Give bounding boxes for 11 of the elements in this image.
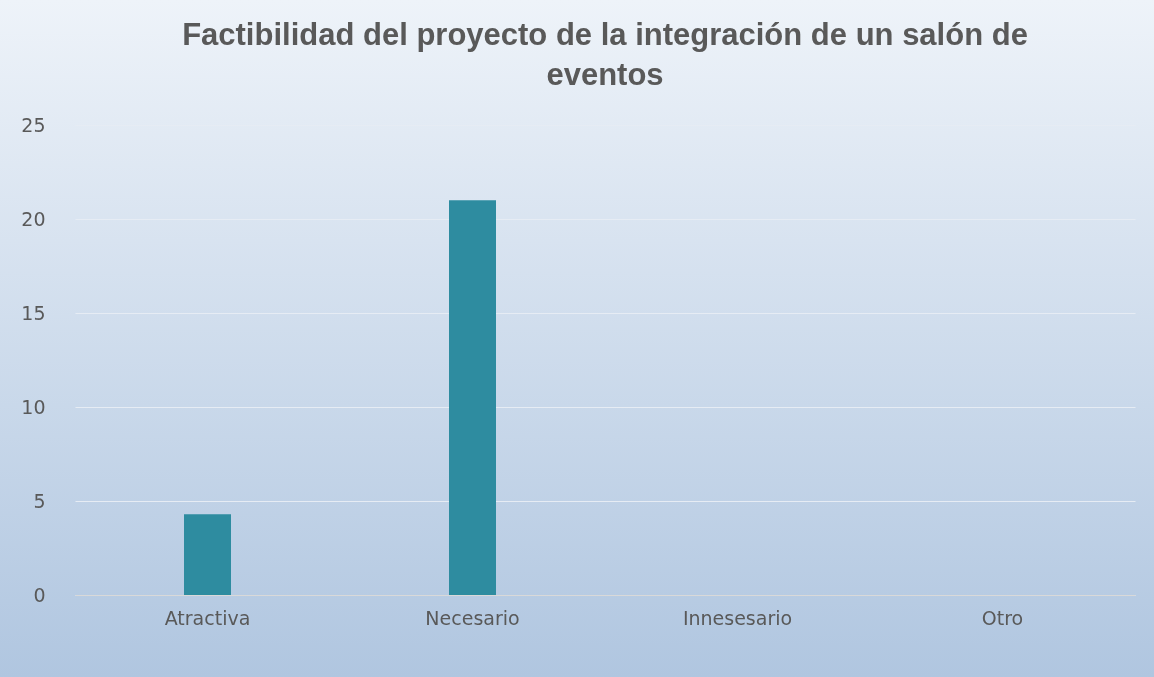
y-tick-label: 25 bbox=[21, 113, 46, 136]
y-tick-label: 20 bbox=[21, 207, 46, 230]
x-tick-label: Innesesario bbox=[682, 606, 793, 629]
y-tick-label: 0 bbox=[33, 583, 46, 606]
x-tick-label: Necesario bbox=[425, 606, 520, 629]
y-tick-label: 10 bbox=[21, 395, 46, 418]
chart-title: Factibilidad del proyecto de la integración de un salón de eventos bbox=[182, 17, 1028, 92]
y-tick-label: 5 bbox=[33, 489, 46, 512]
x-tick-label: Otro bbox=[981, 606, 1024, 629]
y-tick-label: 15 bbox=[21, 301, 46, 324]
x-tick-label: Atractiva bbox=[164, 606, 251, 629]
